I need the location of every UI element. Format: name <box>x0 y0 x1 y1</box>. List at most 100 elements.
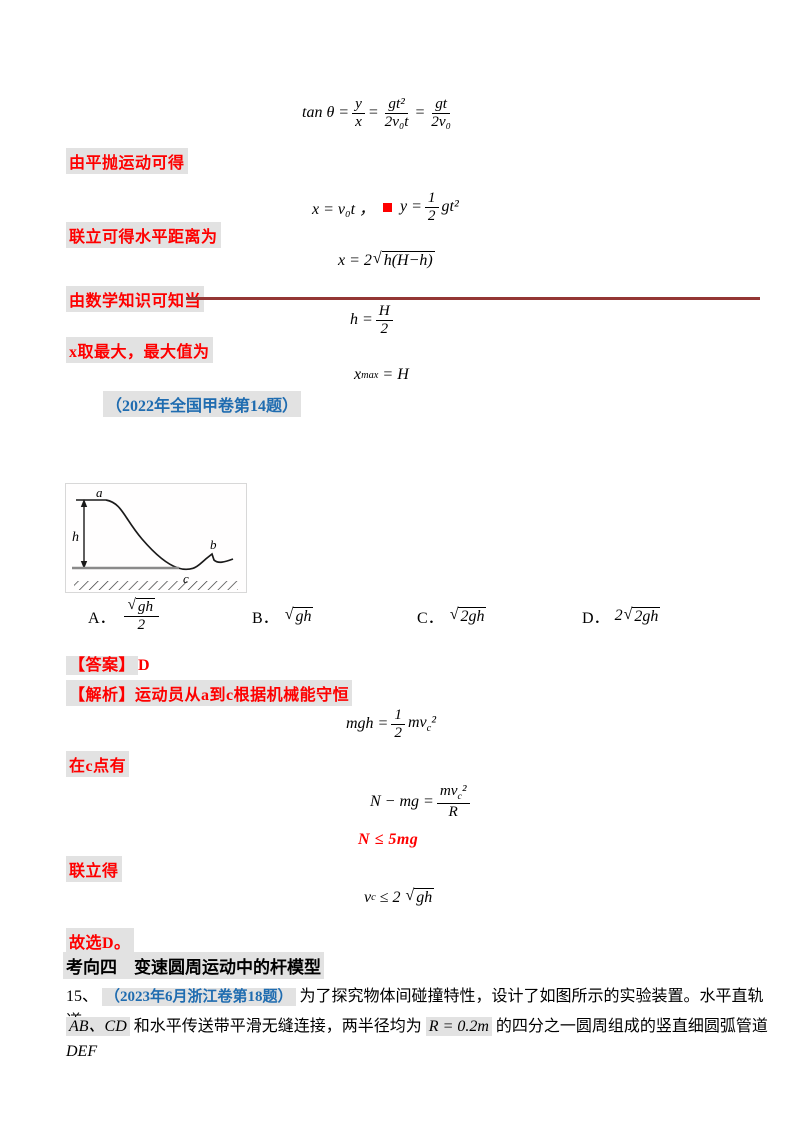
formula-subscript: c <box>371 892 376 903</box>
radicand: h(H−h) <box>381 251 435 269</box>
fraction: H 2 <box>375 302 393 337</box>
formula-subscript: c <box>426 723 432 735</box>
fraction-denominator: 2 <box>137 615 146 633</box>
question-text: 和水平传送带平滑无缝连接，两半径均为 <box>133 1018 422 1035</box>
condition-text: N ≤ 5mg <box>358 831 419 848</box>
equals-sign: = <box>414 104 426 122</box>
radicand: 2gh <box>632 606 661 625</box>
fraction: gh 2 <box>123 598 160 633</box>
formula-base: x <box>354 366 362 383</box>
step-solve-label: 联立得 <box>66 856 122 882</box>
radius-value: R = 0.2m <box>425 1017 492 1036</box>
fraction: y x <box>352 95 365 130</box>
radicand: gh <box>414 888 435 906</box>
fraction-numerator: 1 <box>424 189 439 208</box>
solution-step-maximum: x取最大，最大值为 <box>66 337 213 363</box>
fraction-numerator: H <box>375 302 393 321</box>
square-root: 2gh <box>624 606 661 626</box>
square-root: gh <box>406 888 435 907</box>
option-b: B． gh <box>252 604 314 628</box>
fraction-denominator: x <box>355 112 362 130</box>
square-root: 2gh <box>450 606 487 626</box>
square-root: gh <box>128 598 156 616</box>
formula-rhs: mvc² <box>408 714 436 734</box>
option-label: B． <box>252 610 279 627</box>
coefficient: 2 <box>614 607 623 624</box>
formula-base: mv <box>439 782 458 799</box>
fraction-numerator: mvc² <box>436 782 470 804</box>
formula-result: vc ≤ 2 gh <box>364 888 435 907</box>
formula-rhs: = H <box>382 366 409 383</box>
step-at-point-c: 在c点有 <box>66 751 130 777</box>
fraction-denominator: R <box>448 802 458 820</box>
answer-label: 【答案】 <box>66 656 139 675</box>
option-label: A． <box>88 609 116 627</box>
red-square-marker <box>383 202 393 212</box>
option-label: C． <box>417 610 444 627</box>
arrowhead-down <box>80 561 88 569</box>
fraction-numerator: gt² <box>385 95 408 114</box>
fraction-denominator: 2v₀ <box>431 112 451 130</box>
formula-base: v <box>364 888 372 906</box>
fraction: gt² 2v₀t <box>382 95 412 130</box>
solution-step-projectile: 由平抛运动可得 <box>66 148 188 174</box>
formula-subscript: c <box>457 791 462 803</box>
section-heading: 考向四 变速圆周运动中的杆模型 <box>63 952 324 979</box>
figure-label-c: c <box>183 571 189 586</box>
slope-figure: a h b c <box>65 483 247 593</box>
formula-lhs: x = 2 <box>338 251 372 269</box>
formula-newton-second-law: N − mg = mvc² R <box>370 782 473 821</box>
square-root: h(H−h) <box>373 251 435 270</box>
formula-y-tail: gt² <box>441 198 459 216</box>
fraction-numerator: y <box>352 95 365 114</box>
formula-superscript: ² <box>461 782 467 799</box>
question-number: 15、 <box>66 988 99 1005</box>
radicand: 2gh <box>458 606 487 625</box>
fraction: 1 2 <box>391 706 405 741</box>
formula-lhs: h = <box>350 311 373 329</box>
answer-line: 【答案】 D <box>66 651 150 675</box>
formula-base: mv <box>407 714 427 732</box>
option-label: D． <box>582 610 610 627</box>
square-root: gh <box>285 606 314 626</box>
question-text: 的四分之一圆周组成的竖直细圆弧管道 <box>495 1018 768 1035</box>
formula-energy-conservation: mgh = 1 2 mvc² <box>346 706 436 741</box>
dark-red-line <box>186 297 760 300</box>
exam-citation: （2022年全国甲卷第14题） <box>103 391 302 417</box>
formula-x-max: x max = H <box>354 366 409 384</box>
fraction-denominator: 2v₀t <box>384 112 409 130</box>
figure-label-h: h <box>72 530 79 545</box>
formula-subscript: max <box>361 369 379 381</box>
formula-superscript: ² <box>431 714 437 732</box>
formula-lhs: mgh = <box>346 715 389 733</box>
formula-lhs: N − mg = <box>370 792 434 810</box>
figure-label-a: a <box>96 485 103 500</box>
relation-sign: ≤ 2 <box>379 888 401 906</box>
question-citation: （2023年6月浙江卷第18题） <box>102 988 296 1006</box>
formula-projectile-components: x = v₀t ， y = 1 2 gt² <box>312 189 459 224</box>
fraction-numerator: gh <box>123 598 160 617</box>
fraction: mvc² R <box>436 782 470 821</box>
slope-curve <box>105 499 234 571</box>
fraction-denominator: 2 <box>427 206 436 224</box>
fraction-denominator: 2 <box>394 723 402 741</box>
fraction: 1 2 <box>424 189 439 224</box>
option-a: A． gh 2 <box>88 598 162 633</box>
figure-label-b: b <box>210 537 217 552</box>
radicand: gh <box>135 598 156 615</box>
fraction: gt 2v₀ <box>428 95 454 130</box>
tube-label: DEF <box>66 1042 98 1060</box>
formula-horizontal-distance: x = 2 h(H−h) <box>338 251 436 270</box>
track-labels: AB、CD <box>66 1017 130 1036</box>
formula-x-component: x = v₀t ， <box>312 201 376 219</box>
option-d: D． 2 2gh <box>582 604 661 628</box>
fraction-numerator: gt <box>432 95 451 114</box>
formula-h-half: h = H 2 <box>350 302 396 337</box>
question-15-line-2: AB、CD 和水平传送带平滑无缝连接，两半径均为 R = 0.2m 的四分之一圆… <box>66 1015 778 1065</box>
formula-lhs: tan θ = <box>302 104 350 122</box>
formula-y-lhs: y = <box>400 198 422 216</box>
option-c: C． 2gh <box>417 604 487 628</box>
ground-hatching <box>74 581 238 590</box>
analysis-line: 【解析】运动员从a到c根据机械能守恒 <box>66 680 353 706</box>
